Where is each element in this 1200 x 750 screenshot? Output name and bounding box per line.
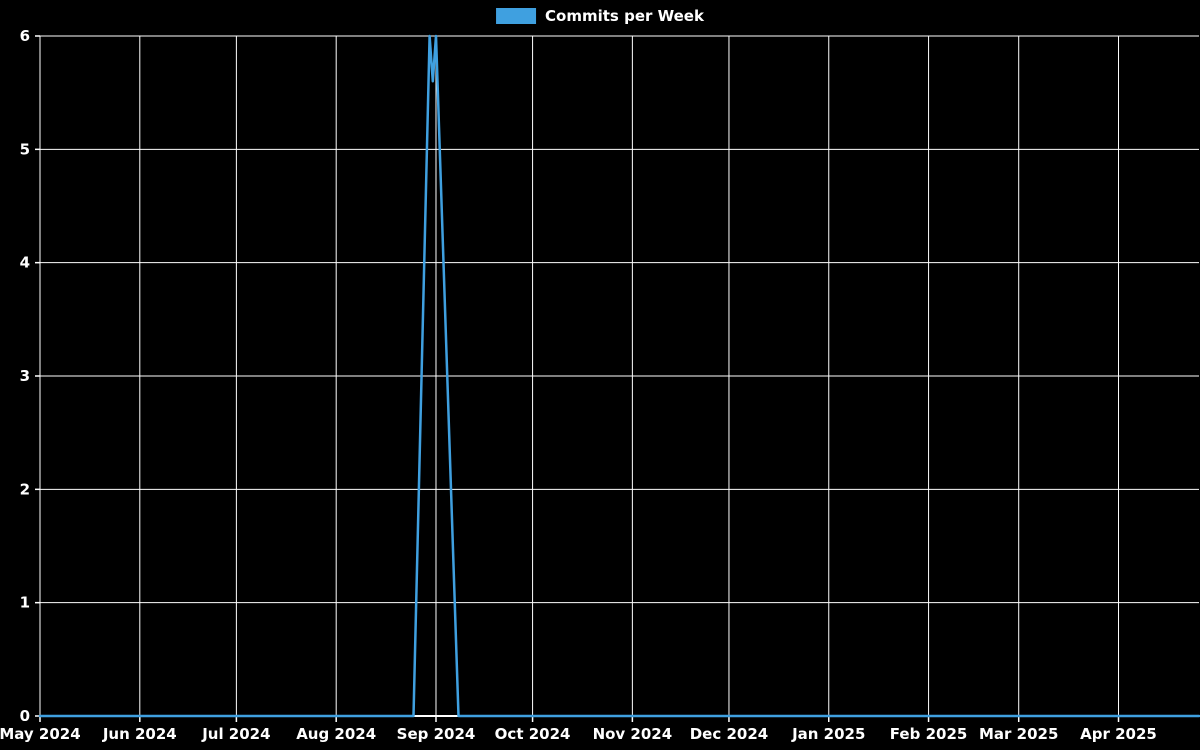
y-tick-label: 2 (20, 480, 30, 498)
chart-legend: Commits per Week (496, 7, 704, 25)
y-tick-label: 3 (20, 367, 30, 385)
legend-label: Commits per Week (545, 7, 704, 25)
x-tick-label: Aug 2024 (296, 725, 376, 743)
x-tick-label: Oct 2024 (495, 725, 571, 743)
x-tick-label: Apr 2025 (1080, 725, 1157, 743)
x-tick-label: Mar 2025 (979, 725, 1058, 743)
x-tick-label: Feb 2025 (890, 725, 968, 743)
y-tick-label: 6 (20, 27, 30, 45)
x-tick-label: May 2024 (0, 725, 81, 743)
x-tick-label: Dec 2024 (690, 725, 769, 743)
y-tick-label: 4 (20, 254, 30, 272)
x-tick-label: Sep 2024 (397, 725, 476, 743)
legend-color-swatch (496, 8, 537, 24)
x-tick-label: Jun 2024 (102, 725, 177, 743)
y-tick-label: 5 (20, 140, 30, 158)
y-tick-label: 0 (20, 707, 30, 725)
x-tick-label: Jul 2024 (201, 725, 270, 743)
x-tick-label: Jan 2025 (791, 725, 865, 743)
x-tick-label: Nov 2024 (593, 725, 673, 743)
commits-line (38, 34, 1200, 718)
y-tick-label: 1 (20, 594, 30, 612)
